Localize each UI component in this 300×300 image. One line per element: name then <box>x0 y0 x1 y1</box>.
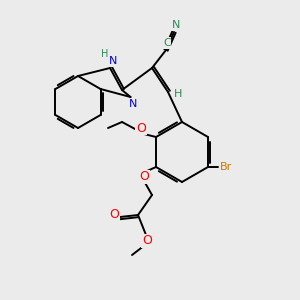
Text: O: O <box>109 208 119 221</box>
Text: H: H <box>101 49 109 59</box>
Text: H: H <box>174 89 182 99</box>
Text: O: O <box>139 170 149 184</box>
Text: N: N <box>109 56 117 66</box>
Text: N: N <box>172 20 180 30</box>
Text: Br: Br <box>220 162 232 172</box>
Text: N: N <box>129 99 138 109</box>
Text: O: O <box>142 235 152 248</box>
Text: C: C <box>163 38 171 48</box>
Text: O: O <box>136 122 146 134</box>
